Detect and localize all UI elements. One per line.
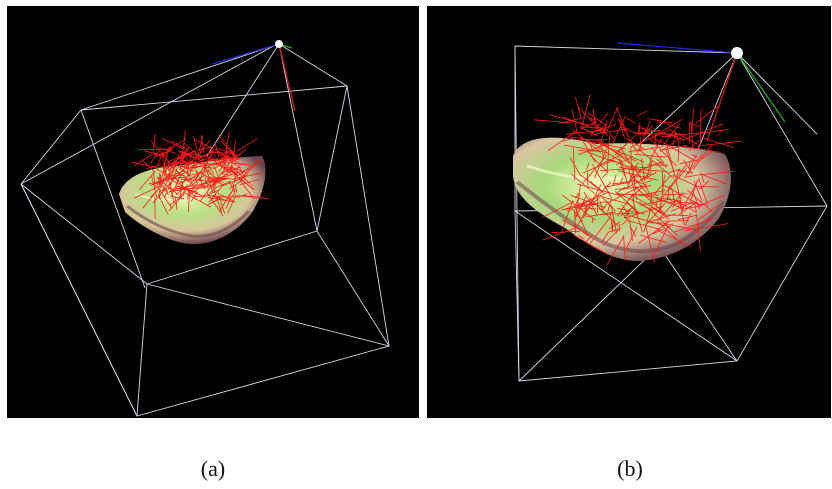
caption-a: (a) [200,456,226,481]
axis-gizmo [211,43,296,112]
ray-bundle [534,94,742,266]
viewpoint-marker [731,47,743,59]
scene-a [20,40,390,417]
scene-b [513,42,828,382]
panel-a-render [7,6,419,418]
wireframe-box [20,43,390,417]
ray-bundle [131,130,269,220]
panel-b-render [427,6,831,418]
axis-gizmo [616,42,786,142]
viewpoint-marker [275,40,283,48]
caption-b: (b) [617,456,643,481]
